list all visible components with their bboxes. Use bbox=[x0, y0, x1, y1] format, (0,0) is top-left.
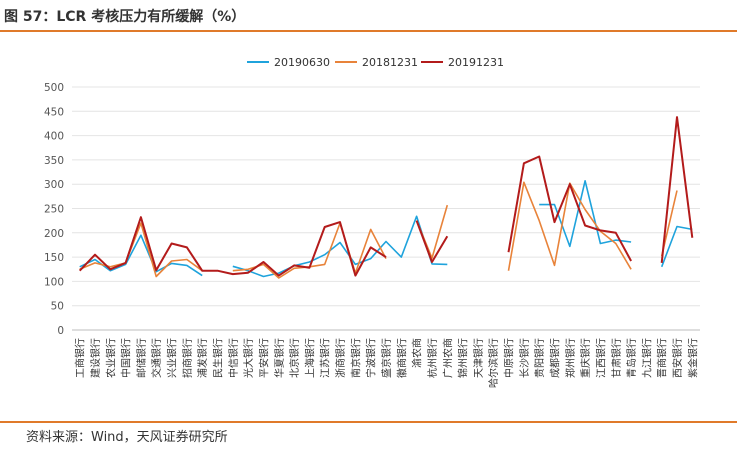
x-category-label: 甘肃银行 bbox=[610, 338, 623, 378]
series-line-20181231 bbox=[232, 222, 387, 279]
title-rule bbox=[0, 30, 737, 32]
x-category-label: 浙商银行 bbox=[334, 338, 347, 378]
x-category-label: 建设银行 bbox=[89, 338, 102, 378]
series-line-20191231 bbox=[660, 116, 694, 264]
x-category-label: 华夏银行 bbox=[273, 338, 286, 378]
x-category-label: 招商银行 bbox=[181, 338, 194, 378]
x-category-label: 北京银行 bbox=[288, 338, 301, 378]
y-tick-label: 350 bbox=[44, 155, 64, 167]
series-line-20191231 bbox=[507, 155, 632, 262]
x-category-label: 郑州银行 bbox=[564, 338, 577, 378]
series-line-20190630 bbox=[79, 234, 203, 277]
y-tick-label: 100 bbox=[44, 276, 64, 288]
x-category-label: 江苏银行 bbox=[319, 338, 332, 378]
x-category-label: 浦发银行 bbox=[196, 338, 209, 378]
figure-title: 图 57：LCR 考核压力有所缓解（%） bbox=[4, 9, 246, 25]
x-category-label: 兴业银行 bbox=[166, 338, 179, 378]
x-category-label: 天津银行 bbox=[472, 338, 485, 378]
source-note: 资料来源：Wind，天风证券研究所 bbox=[26, 430, 228, 445]
x-category-label: 重庆银行 bbox=[579, 338, 592, 378]
x-category-label: 长沙银行 bbox=[518, 338, 531, 378]
x-category-label: 青岛银行 bbox=[625, 338, 638, 378]
x-category-label: 工商银行 bbox=[74, 338, 87, 378]
source-rule bbox=[0, 421, 737, 423]
x-category-label: 中信银行 bbox=[227, 338, 240, 378]
x-category-label: 交通银行 bbox=[150, 338, 163, 378]
x-category-label: 上海银行 bbox=[303, 338, 316, 378]
x-category-label: 西安银行 bbox=[671, 338, 684, 378]
x-category-label: 哈尔滨银行 bbox=[487, 338, 500, 388]
y-tick-label: 400 bbox=[44, 131, 64, 143]
series-line-20190630 bbox=[232, 215, 448, 278]
x-category-label: 中原银行 bbox=[503, 338, 516, 378]
x-category-label: 杭州银行 bbox=[426, 338, 439, 378]
x-category-label: 平安银行 bbox=[258, 338, 271, 378]
legend-label: 20181231 bbox=[362, 56, 418, 69]
x-category-label: 晋商银行 bbox=[656, 338, 669, 378]
x-category-label: 光大银行 bbox=[242, 338, 255, 378]
y-tick-label: 500 bbox=[44, 82, 64, 94]
x-category-label: 贵阳银行 bbox=[533, 338, 546, 378]
y-tick-label: 150 bbox=[44, 252, 64, 264]
x-category-label: 渝农商 bbox=[411, 338, 424, 368]
x-category-label: 广州农商 bbox=[441, 338, 454, 378]
y-tick-label: 0 bbox=[57, 325, 64, 337]
x-category-label: 九江银行 bbox=[640, 338, 653, 378]
x-category-label: 紫金银行 bbox=[686, 338, 699, 378]
series-line-20191231 bbox=[415, 220, 449, 263]
y-tick-label: 450 bbox=[44, 106, 64, 118]
x-category-label: 民生银行 bbox=[212, 338, 225, 378]
x-category-label: 徽商银行 bbox=[395, 338, 408, 378]
series-line-20190630 bbox=[539, 180, 632, 248]
y-tick-label: 300 bbox=[44, 179, 64, 191]
y-tick-label: 250 bbox=[44, 204, 64, 216]
y-tick-label: 200 bbox=[44, 228, 64, 240]
x-category-label: 成都银行 bbox=[549, 338, 562, 378]
y-tick-label: 50 bbox=[51, 301, 64, 313]
x-category-label: 中国银行 bbox=[120, 338, 133, 378]
x-category-label: 江西银行 bbox=[594, 338, 607, 378]
legend-label: 20191231 bbox=[448, 56, 504, 69]
series-line-20190630 bbox=[660, 225, 693, 268]
legend-label: 20190630 bbox=[274, 56, 330, 69]
series-line-20191231 bbox=[78, 216, 387, 277]
x-category-label: 农业银行 bbox=[104, 338, 117, 378]
x-category-label: 宁波银行 bbox=[365, 338, 378, 378]
x-category-label: 南京银行 bbox=[349, 338, 362, 378]
x-category-label: 盛京银行 bbox=[380, 338, 393, 378]
x-category-label: 邮储银行 bbox=[135, 338, 148, 378]
series-line-20181231 bbox=[79, 222, 203, 278]
x-category-label: 锦州银行 bbox=[457, 338, 470, 378]
